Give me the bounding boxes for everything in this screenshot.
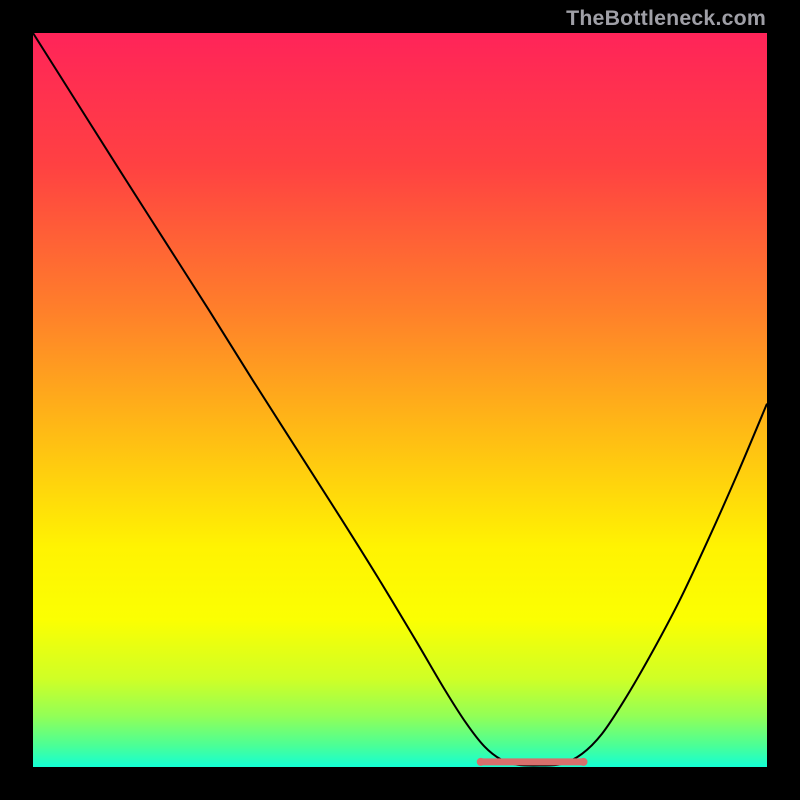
plot-area [33,33,767,767]
outer-frame: TheBottleneck.com [0,0,800,800]
bottleneck-curve [33,33,767,766]
watermark-text: TheBottleneck.com [566,6,766,31]
optimal-range-start-dot [477,758,485,766]
optimal-range-end-dot [580,758,588,766]
chart-svg [33,33,767,767]
